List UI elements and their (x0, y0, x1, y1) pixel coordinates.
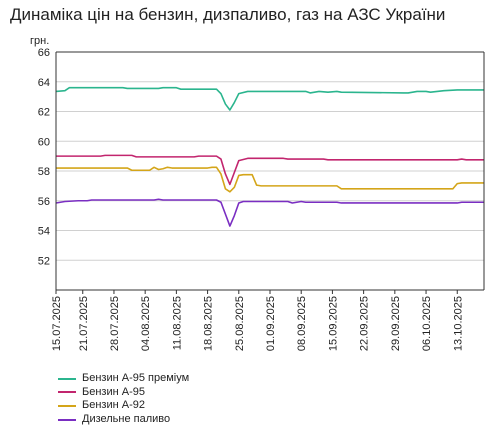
legend-swatch (58, 391, 76, 394)
x-tick-label: 15.07.2025 (51, 296, 63, 351)
legend-label: Бензин А-95 (82, 385, 145, 398)
x-tick-label: 21.07.2025 (78, 296, 90, 351)
x-tick-label: 08.09.2025 (296, 296, 308, 351)
x-tick-label: 25.08.2025 (234, 296, 246, 351)
y-axis-label: грн. (30, 35, 49, 47)
x-tick-label: 06.10.2025 (421, 296, 433, 351)
series-line-1 (55, 86, 484, 111)
x-tick-label: 13.10.2025 (452, 296, 464, 351)
legend-item: Бензин А-92 (58, 399, 189, 413)
y-tick-label: 64 (38, 77, 50, 89)
line-chart: грн. 52 54 56 58 60 62 64 66 15.07.2025 21.07.20… (30, 35, 485, 351)
chart-legend: Бензин А-95 преміум Бензин А-95 Бензин А-9… (58, 372, 189, 426)
x-tick-label: 04.08.2025 (140, 296, 152, 351)
legend-label: Дизельне паливо (82, 412, 171, 425)
chart-title: Динаміка цін на бензин, дизпаливо, газ н… (10, 5, 446, 24)
series-line-3 (56, 166, 484, 193)
legend-swatch (58, 418, 76, 421)
y-tick-label: 58 (38, 166, 50, 178)
legend-item: Бензин А-95 (58, 386, 189, 400)
y-tick-label: 54 (38, 226, 50, 238)
x-tick-label: 01.09.2025 (265, 296, 277, 351)
series-line-2 (56, 154, 484, 186)
legend-swatch (58, 377, 76, 380)
x-axis-ticks: 15.07.2025 21.07.2025 28.07.2025 04.08.2025… (51, 290, 464, 351)
legend-item: Бензин А-95 преміум (58, 372, 189, 386)
series-line-4 (55, 198, 484, 227)
y-tick-label: 62 (38, 107, 50, 119)
x-tick-label: 22.09.2025 (359, 296, 371, 351)
legend-label: Бензин А-95 преміум (82, 372, 190, 384)
y-tick-label: 66 (38, 47, 50, 59)
legend-item: Дизельне паливо (58, 413, 189, 427)
y-axis-ticks: 52 54 56 58 60 62 64 66 (38, 47, 50, 267)
y-tick-label: 52 (38, 255, 50, 267)
x-tick-label: 11.08.2025 (171, 296, 183, 350)
x-tick-label: 28.07.2025 (109, 296, 121, 351)
legend-label: Бензин А-92 (82, 399, 145, 412)
x-tick-label: 15.09.2025 (327, 296, 339, 351)
y-tick-label: 56 (38, 196, 50, 208)
y-tick-label: 60 (38, 136, 50, 148)
series-lines (55, 86, 484, 227)
x-tick-label: 18.08.2025 (203, 296, 215, 351)
legend-swatch (58, 404, 76, 407)
x-tick-label: 29.09.2025 (390, 296, 402, 351)
